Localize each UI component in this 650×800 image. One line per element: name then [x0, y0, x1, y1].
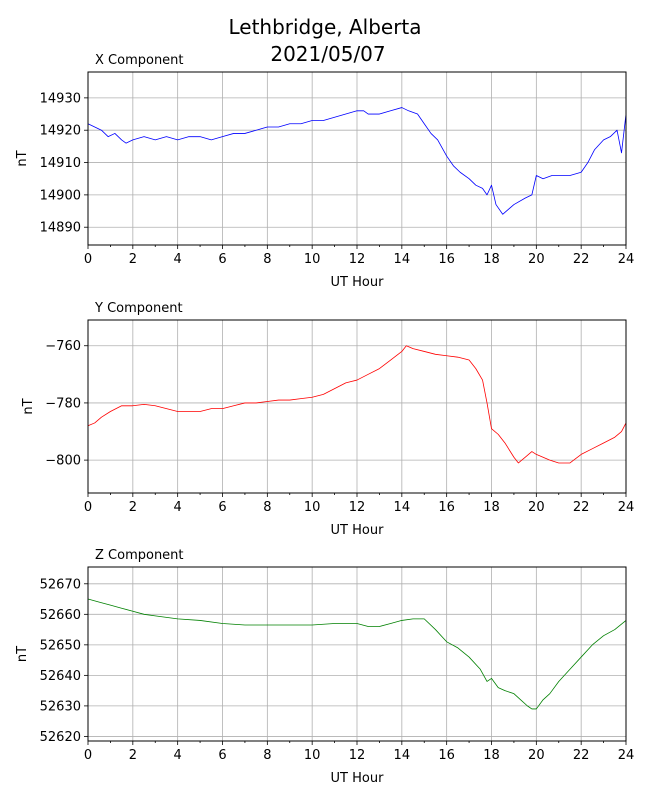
- y-xtick-label-4: 4: [174, 500, 182, 515]
- x-xtick-label-8: 8: [263, 252, 271, 267]
- y-xtick-label-8: 8: [263, 500, 271, 515]
- x-xtick-label-6: 6: [218, 252, 226, 267]
- z-ytick-label-52630: 52630: [40, 699, 81, 714]
- z-xtick-label-16: 16: [438, 748, 455, 763]
- z-ytick-label-52650: 52650: [40, 638, 81, 653]
- y-xtick-label-20: 20: [528, 500, 545, 515]
- z-xtick-label-0: 0: [84, 748, 92, 763]
- y-panel-title: Y Component: [94, 301, 183, 316]
- x-series-line: [87, 107, 627, 215]
- y-ytick-label-780: −780: [45, 396, 81, 411]
- z-xtick-label-22: 22: [573, 748, 590, 763]
- x-xtick-label-20: 20: [528, 252, 545, 267]
- x-xtick-label-14: 14: [394, 252, 411, 267]
- y-xtick-label-14: 14: [394, 500, 411, 515]
- x-xtick-label-2: 2: [129, 252, 137, 267]
- z-series-line: [87, 598, 627, 710]
- x-xtick-label-16: 16: [438, 252, 455, 267]
- figure-title-line1: Lethbridge, Alberta: [228, 15, 421, 39]
- y-xtick-label-0: 0: [84, 500, 92, 515]
- z-panel: 0 2 4 6 8 10 12 14 16 18 20 22 245262052630526405265…: [15, 548, 634, 786]
- y-series-line: [87, 345, 627, 464]
- y-xtick-label-16: 16: [438, 500, 455, 515]
- z-xtick-label-10: 10: [304, 748, 321, 763]
- z-xtick-label-24: 24: [618, 748, 635, 763]
- y-xlabel: UT Hour: [331, 523, 385, 538]
- z-xtick-label-12: 12: [349, 748, 366, 763]
- z-ytick-label-52640: 52640: [40, 669, 81, 684]
- y-ytick-label-760: −760: [45, 339, 81, 354]
- x-xtick-label-24: 24: [618, 252, 635, 267]
- x-panel: 0 2 4 6 8 10 12 14 16 18 20 22 241489014900149101492…: [15, 53, 634, 290]
- z-xlabel: UT Hour: [331, 771, 385, 786]
- z-ytick-label-52620: 52620: [40, 730, 81, 745]
- z-xtick-label-20: 20: [528, 748, 545, 763]
- y-xtick-label-18: 18: [483, 500, 500, 515]
- x-ytick-label-14910: 14910: [40, 156, 81, 171]
- y-xtick-label-2: 2: [129, 500, 137, 515]
- x-xtick-label-18: 18: [483, 252, 500, 267]
- y-xtick-label-6: 6: [218, 500, 226, 515]
- panels-group: 0 2 4 6 8 10 12 14 16 18 20 22 241489014900149101492…: [15, 53, 634, 786]
- z-xtick-label-14: 14: [394, 748, 411, 763]
- y-xtick-label-12: 12: [349, 500, 366, 515]
- z-ytick-label-52660: 52660: [40, 608, 81, 623]
- x-ytick-label-14920: 14920: [40, 124, 81, 139]
- x-xtick-label-10: 10: [304, 252, 321, 267]
- z-panel-title: Z Component: [95, 548, 184, 563]
- z-xtick-label-8: 8: [263, 748, 271, 763]
- x-xtick-label-0: 0: [84, 252, 92, 267]
- y-xtick-label-22: 22: [573, 500, 590, 515]
- z-xtick-label-2: 2: [129, 748, 137, 763]
- x-ytick-label-14890: 14890: [40, 221, 81, 236]
- z-xtick-label-6: 6: [218, 748, 226, 763]
- y-ytick-label-800: −800: [45, 454, 81, 469]
- z-xtick-label-18: 18: [483, 748, 500, 763]
- x-xtick-label-4: 4: [174, 252, 182, 267]
- figure-title-line2: 2021/05/07: [270, 42, 385, 66]
- z-xtick-label-4: 4: [174, 748, 182, 763]
- z-ytick-label-52670: 52670: [40, 577, 81, 592]
- y-xtick-label-24: 24: [618, 500, 635, 515]
- x-ytick-label-14900: 14900: [40, 188, 81, 203]
- x-ytick-label-14930: 14930: [40, 91, 81, 106]
- z-ylabel: nT: [15, 646, 30, 662]
- x-panel-title: X Component: [95, 53, 184, 68]
- x-xtick-label-12: 12: [349, 252, 366, 267]
- y-xtick-label-10: 10: [304, 500, 321, 515]
- y-ylabel: nT: [21, 398, 36, 414]
- x-xtick-label-22: 22: [573, 252, 590, 267]
- x-ylabel: nT: [15, 150, 30, 166]
- x-xlabel: UT Hour: [331, 275, 385, 290]
